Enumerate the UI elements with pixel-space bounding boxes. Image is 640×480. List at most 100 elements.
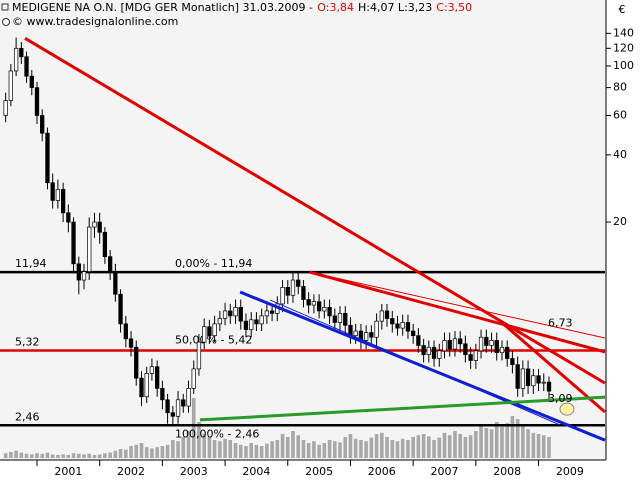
candle-body [442,340,447,352]
candle-body [416,335,421,346]
x-tick-label: 2005 [305,465,333,478]
candle-body [134,346,139,379]
volume-bar [322,443,327,458]
volume-bar [202,434,206,458]
candle-body [118,293,123,325]
volume-bar [61,454,65,458]
volume-bar [108,452,112,458]
y-tick-label: 140 [613,26,634,39]
candle-body [390,318,395,325]
candle-body [123,323,128,340]
y-tick-label: 100 [613,59,634,72]
candle-body [546,381,552,392]
volume-bar [432,440,436,458]
volume-bar [380,432,384,458]
volume-bar [77,453,81,458]
y-tick-label: 120 [613,41,634,54]
candle-body [437,350,442,359]
candle-body [155,366,160,389]
candle-body [473,350,478,361]
y-tick-label: 20 [613,215,627,228]
x-tick-label: 2002 [117,465,145,478]
volume-bar [71,453,76,458]
volume-bar [374,434,379,458]
y-tick-label: 40 [613,148,627,161]
volume-bar [144,447,149,458]
candle-body [520,368,526,389]
candle-body [8,70,13,101]
volume-bar [165,444,170,458]
candle-body [238,307,243,322]
plot: 0,00% - 11,94 50,00% - 5,42 100,00% - 2,46… [0,37,606,458]
x-tick-label: 2001 [54,465,82,478]
volume-bar [463,437,468,458]
volume-bar [526,429,530,458]
subtitle: © www.tradesignalonline.com [12,15,178,28]
volume-bar [353,438,358,458]
candle-body [400,322,405,329]
candle-body [202,326,207,343]
volume-bar [536,434,541,458]
volume-bar [265,443,269,458]
candle-body [426,346,431,355]
volume-bar [160,446,165,458]
candle-body [144,373,149,398]
volume-bar [92,455,97,458]
volume-bar [207,437,212,458]
volume-bar [19,452,24,458]
volume-bar [50,454,55,458]
candle-body [489,340,494,346]
candle-body [515,364,520,389]
icon [1,3,9,11]
candle-body [165,399,170,414]
x-tick-label: 2008 [493,465,521,478]
candle-body [369,332,374,338]
volume-bar [45,452,50,458]
volume-bar [369,437,374,458]
volume-bar [395,441,400,458]
volume-bar [489,429,494,458]
volume-bar [306,443,311,458]
x-tick-label: 2009 [556,465,584,478]
candle-body [411,330,416,336]
volume-bar [505,423,509,458]
candle-body [3,100,8,116]
volume-bar [139,443,144,458]
candle-body [337,313,343,323]
candle-body [55,189,61,201]
marker [559,402,575,416]
candle-body [76,263,81,281]
x-tick-label: 2006 [368,465,396,478]
candle-body [128,338,134,348]
volume-bar [113,450,118,458]
fib-label: 50,00% - 5,42 [175,334,252,347]
volume-bar [134,444,139,458]
volume-bar [427,436,431,458]
header-label: O:3,84 [317,1,354,14]
volume-bar [338,442,342,458]
candle-body [447,340,452,350]
volume-bar [458,434,462,458]
volume-bar [280,434,285,458]
volume-bar [118,449,123,458]
candle-body [108,256,113,272]
volume-bar [291,431,295,458]
candle-body [541,381,546,384]
volume-bar [223,438,227,458]
candle-body [269,310,275,314]
volume-bar [56,455,60,458]
candle-body [384,310,390,319]
volume-bar [259,446,264,458]
candle-body [87,226,92,272]
volume-bar [197,422,201,458]
candle-body [113,271,118,295]
volume-bar [531,432,536,458]
volume-bar [447,435,452,458]
volume-bar [484,428,489,458]
volume-bar [82,454,86,458]
volume-bar [186,431,191,458]
candle-body [316,301,322,312]
volume-bar [191,398,196,458]
candle-body [505,346,510,359]
candle-body [29,75,34,88]
